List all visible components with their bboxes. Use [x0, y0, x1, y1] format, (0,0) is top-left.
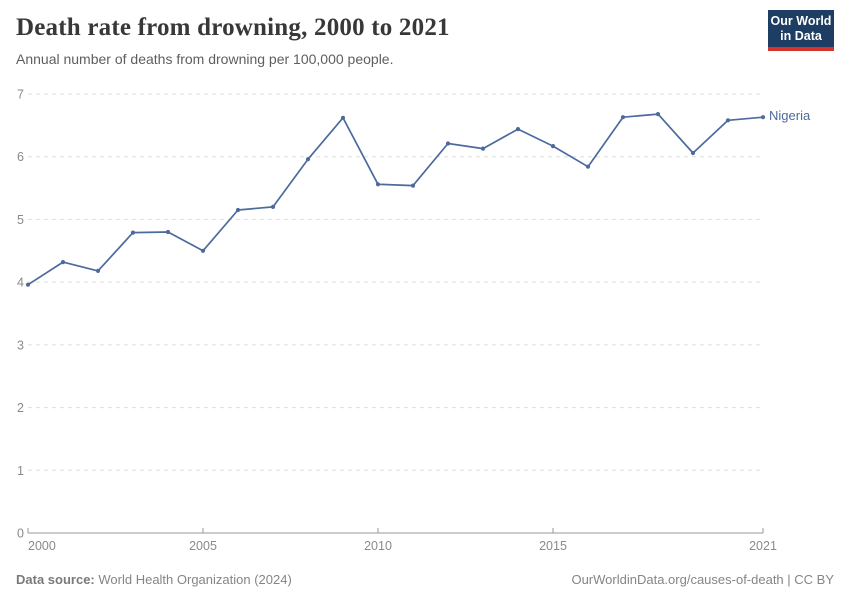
x-axis-label-2000: 2000 [28, 539, 56, 553]
data-point-2005[interactable] [200, 248, 206, 253]
attribution-link[interactable]: OurWorldinData.org/causes-of-death | CC … [571, 572, 834, 587]
data-point-2009[interactable] [340, 115, 346, 120]
data-point-2011[interactable] [410, 183, 416, 188]
data-point-2017[interactable] [620, 115, 626, 120]
y-axis-label-7: 7 [17, 88, 24, 102]
data-point-2018[interactable] [655, 112, 661, 117]
data-source: Data source: World Health Organization (… [16, 572, 292, 587]
y-axis-label-1: 1 [17, 464, 24, 478]
data-point-2003[interactable] [130, 230, 136, 235]
owid-logo[interactable]: Our World in Data [768, 10, 834, 51]
data-point-2014[interactable] [515, 127, 521, 132]
series-line-nigeria[interactable] [27, 113, 764, 286]
y-axis-label-6: 6 [17, 150, 24, 164]
data-point-2021[interactable] [760, 115, 766, 120]
owid-logo-line2: in Data [780, 28, 822, 43]
data-point-2000[interactable] [25, 282, 31, 287]
data-point-2020[interactable] [725, 118, 731, 123]
y-axis-label-3: 3 [17, 338, 24, 352]
x-axis-label-2021: 2021 [749, 539, 777, 553]
owid-logo-line1: Our World [770, 13, 832, 28]
data-point-2002[interactable] [95, 268, 101, 273]
series-label-nigeria[interactable]: Nigeria [769, 108, 811, 123]
y-axis-label-5: 5 [17, 213, 24, 227]
data-source-label: Data source: [16, 572, 95, 587]
y-axis-label-4: 4 [17, 276, 24, 290]
x-axis-label-2015: 2015 [539, 539, 567, 553]
data-point-2013[interactable] [480, 146, 486, 151]
data-source-value: World Health Organization (2024) [98, 572, 292, 587]
data-point-2019[interactable] [690, 150, 696, 156]
chart-title: Death rate from drowning, 2000 to 2021 [16, 14, 450, 41]
x-axis-label-2010: 2010 [364, 539, 392, 553]
data-point-2015[interactable] [550, 144, 556, 149]
y-axis-label-2: 2 [17, 401, 24, 415]
chart-subtitle: Annual number of deaths from drowning pe… [16, 51, 394, 67]
data-point-2010[interactable] [375, 182, 381, 187]
data-point-2007[interactable] [270, 204, 276, 209]
data-point-2001[interactable] [60, 260, 66, 265]
data-point-2004[interactable] [165, 229, 171, 235]
data-point-2008[interactable] [305, 157, 311, 162]
data-point-2012[interactable] [445, 141, 451, 146]
data-point-2006[interactable] [235, 207, 241, 213]
data-point-2016[interactable] [585, 164, 591, 169]
x-axis-label-2005: 2005 [189, 539, 217, 553]
chart-footer: Data source: World Health Organization (… [16, 572, 834, 587]
y-axis-label-0: 0 [17, 527, 24, 541]
